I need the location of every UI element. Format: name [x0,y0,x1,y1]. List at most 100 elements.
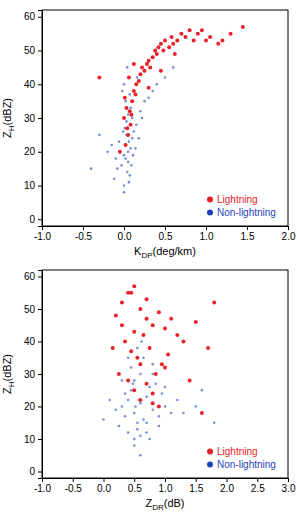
point [123,340,127,344]
x-tick: 2.0 [282,226,296,242]
plot-frame [42,10,288,226]
y-tick: 50 [24,304,42,315]
point [118,150,122,154]
point [192,38,196,42]
point [119,150,122,153]
point [142,418,145,421]
y-tick-mark [38,17,42,18]
y-tick: 60 [24,11,42,22]
point [138,398,142,402]
point [163,366,167,370]
point [158,415,161,418]
x-axis-line [43,479,289,483]
point [132,62,136,66]
point [201,389,204,392]
point [159,42,163,46]
x-axis: -1.0-0.50.00.51.01.52.02.53.0 [34,478,296,494]
series [111,284,216,415]
y-tick-label: 40 [24,336,36,347]
point [161,392,164,395]
point [154,372,158,376]
x-tick: 1.0 [200,226,214,242]
x-tick: 0.5 [159,226,173,242]
point [132,154,135,157]
point [141,117,144,120]
point [135,123,138,126]
point [139,454,142,457]
point [128,93,131,96]
point [155,52,159,56]
point [157,310,161,314]
point [129,107,132,110]
y-tick: 40 [24,79,42,90]
x-tick: 2.0 [220,478,234,494]
point [145,395,148,398]
y-axis-line [38,271,43,479]
point [133,92,137,96]
point [106,150,109,153]
chart: -1.0-0.50.00.51.01.52.00102030405060KDP(… [1,10,296,260]
point [143,69,147,73]
point [145,421,148,424]
point [130,99,134,103]
point [151,90,154,93]
y-tick-label: 30 [24,113,36,124]
point [98,134,101,137]
point [124,392,127,395]
point [151,408,154,411]
chart: -1.0-0.50.00.51.01.52.02.53.001020304050… [1,270,296,512]
point [118,425,121,428]
point [188,28,192,32]
point [164,76,167,79]
point [118,140,121,143]
legend-label: Non-lightning [217,459,276,470]
point [124,100,127,103]
point [156,83,159,86]
y-tick: 30 [24,369,42,380]
point [126,66,129,69]
point [169,317,173,321]
legend-label: Lightning [217,446,258,457]
point [158,425,161,428]
figure: -1.0-0.50.00.51.01.52.00102030405060KDP(… [0,0,297,516]
point [126,133,130,137]
point [194,320,198,324]
y-axis: 0102030405060 [24,271,43,479]
point [120,323,124,327]
x-tick: -0.5 [75,226,93,242]
y-axis: 0102030405060 [24,11,43,227]
point [143,100,146,103]
point [170,412,173,415]
point [172,66,175,69]
x-tick: 0.0 [97,478,111,494]
point [130,366,133,369]
y-tick: 50 [24,45,42,56]
point [127,399,130,402]
point [179,32,183,36]
point [216,42,220,46]
point [200,411,204,415]
point [157,405,161,409]
point [127,113,130,116]
point [163,38,167,42]
x-tick: 1.5 [241,226,255,242]
point [148,65,152,69]
point [110,144,113,147]
point [139,110,142,113]
point [117,372,121,376]
x-tick-label: 1.0 [159,483,173,494]
point [151,392,155,396]
legend-marker [207,210,213,216]
point [154,382,157,385]
point [132,388,136,392]
point [184,35,188,39]
y-tick-label: 50 [24,45,36,56]
point [124,415,127,418]
x-tick: -0.5 [65,478,83,494]
y-tick-label: 0 [29,466,35,477]
x-tick: 0.5 [128,478,142,494]
y-tick-mark [38,309,42,310]
point [121,405,124,408]
point [133,438,136,441]
point [194,405,197,408]
